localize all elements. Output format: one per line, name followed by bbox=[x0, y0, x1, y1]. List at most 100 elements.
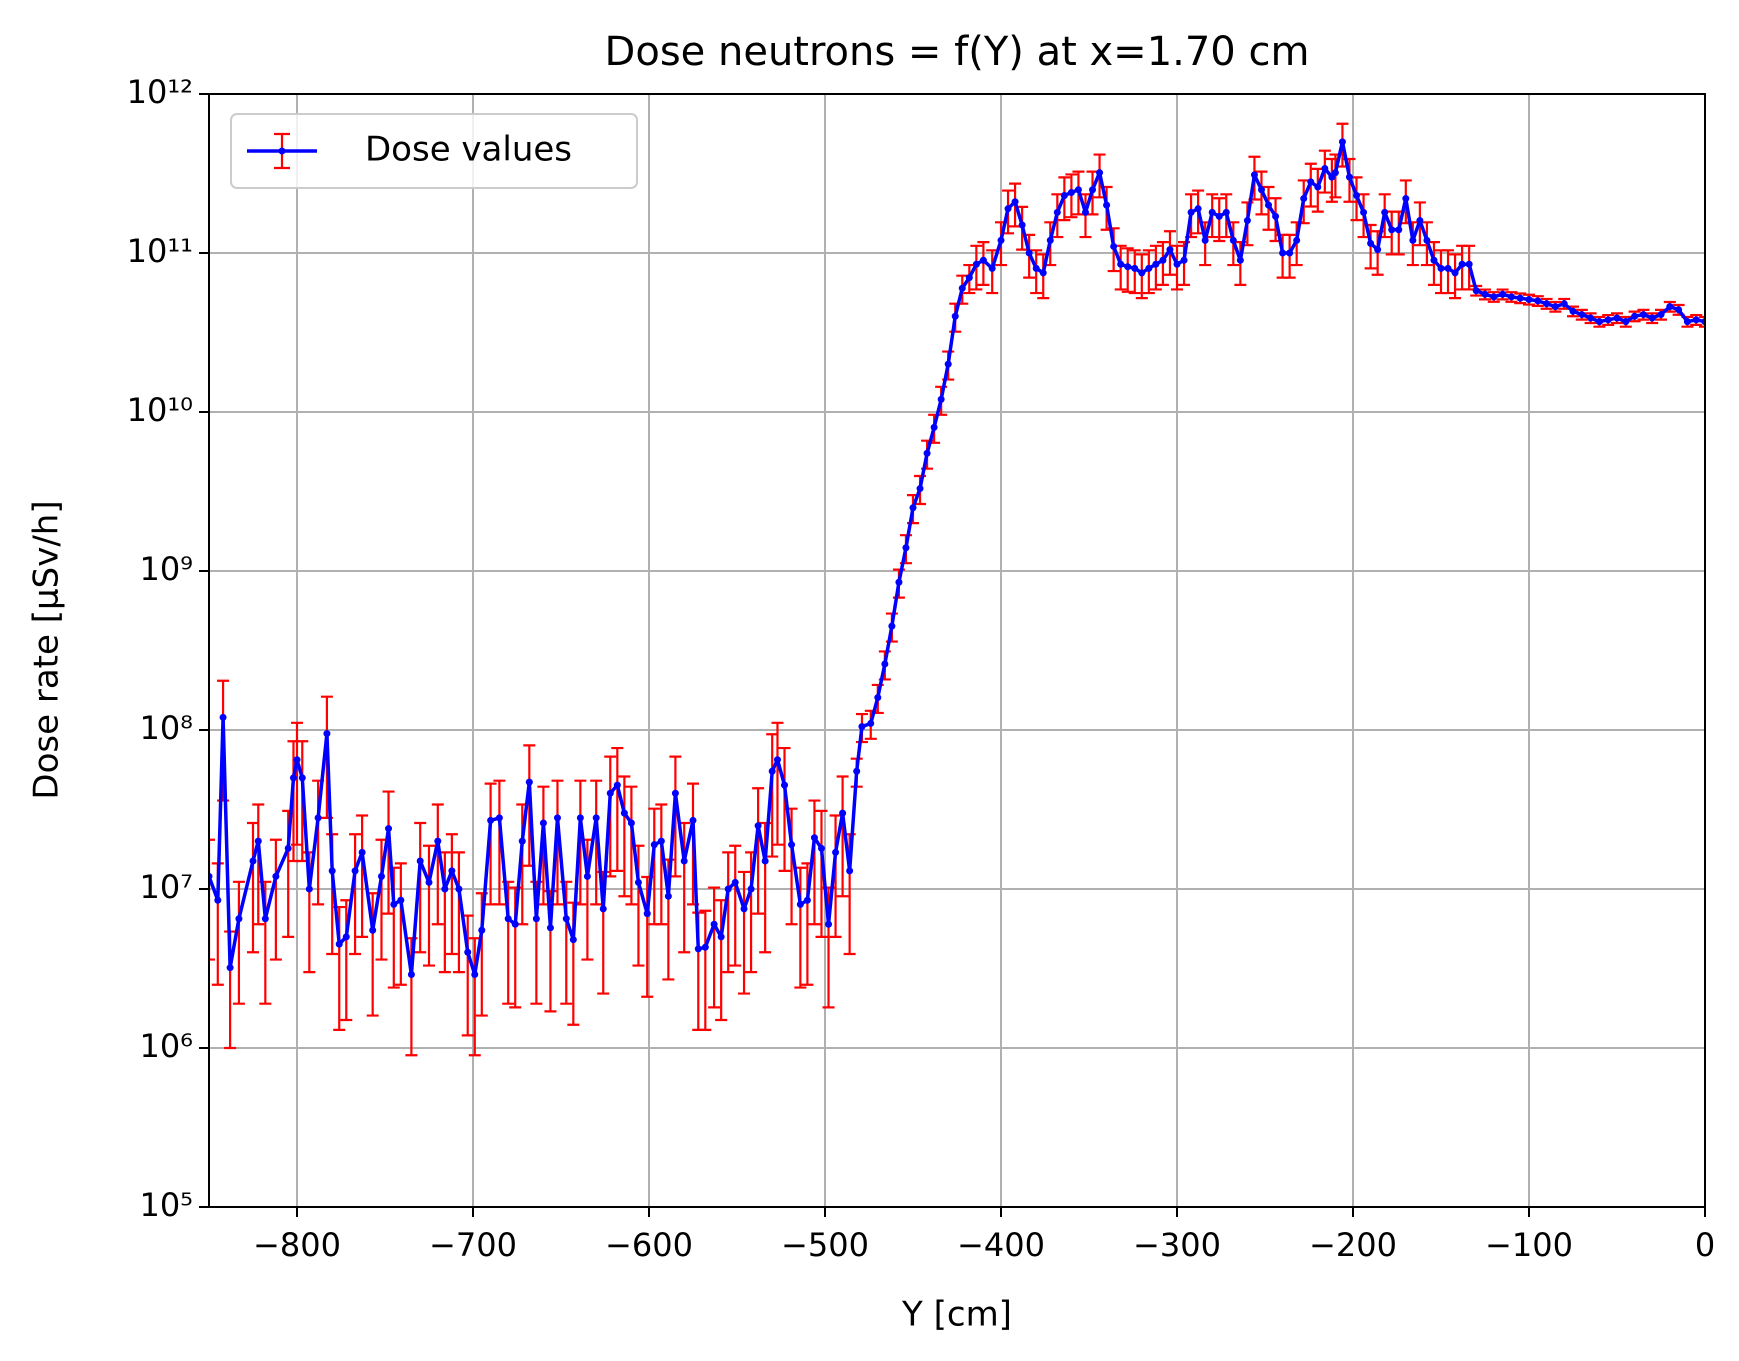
data-point bbox=[627, 819, 635, 827]
data-point bbox=[1166, 246, 1174, 254]
data-point bbox=[1257, 186, 1265, 194]
error-bar bbox=[766, 733, 779, 858]
error-bar bbox=[452, 851, 465, 974]
data-point bbox=[539, 819, 547, 827]
data-point bbox=[1286, 249, 1294, 257]
data-point bbox=[1138, 269, 1146, 277]
error-bar bbox=[632, 844, 645, 967]
data-point bbox=[643, 910, 651, 918]
data-point bbox=[226, 964, 234, 972]
data-point bbox=[1124, 263, 1132, 271]
data-point bbox=[620, 809, 628, 817]
data-point bbox=[546, 924, 554, 932]
error-bar bbox=[1699, 315, 1705, 328]
y-tick-label: 10⁵ bbox=[139, 1186, 193, 1224]
data-point bbox=[1243, 217, 1251, 225]
error-bar bbox=[625, 785, 638, 906]
data-point bbox=[1345, 173, 1353, 181]
data-point bbox=[1499, 290, 1507, 298]
error-bar bbox=[247, 821, 259, 954]
y-axis-label: Dose rate [µSv/h] bbox=[27, 500, 67, 799]
data-point bbox=[1409, 236, 1417, 244]
data-point bbox=[1560, 300, 1568, 308]
data-point bbox=[701, 943, 709, 951]
data-point bbox=[1490, 293, 1498, 301]
data-point bbox=[1338, 138, 1346, 146]
data-point bbox=[1692, 316, 1700, 324]
data-point bbox=[342, 933, 350, 941]
data-point bbox=[1648, 314, 1656, 322]
data-point bbox=[1265, 201, 1273, 209]
data-point bbox=[867, 719, 875, 727]
data-point bbox=[254, 837, 262, 845]
data-point bbox=[272, 872, 280, 880]
data-point bbox=[464, 948, 472, 956]
legend: Dose values bbox=[230, 113, 638, 189]
error-bar bbox=[611, 746, 624, 872]
data-point bbox=[1613, 314, 1621, 322]
x-tick-label: −500 bbox=[781, 1226, 869, 1264]
data-point bbox=[754, 822, 762, 830]
data-point bbox=[902, 544, 910, 552]
x-tick-label: −400 bbox=[957, 1226, 1045, 1264]
data-point bbox=[731, 878, 739, 886]
data-point bbox=[781, 781, 789, 789]
data-point bbox=[1465, 260, 1473, 268]
data-point bbox=[1159, 256, 1167, 264]
data-point bbox=[261, 915, 269, 923]
data-point bbox=[916, 485, 924, 493]
data-point bbox=[1631, 312, 1639, 320]
data-point bbox=[1451, 269, 1459, 277]
error-bar bbox=[423, 844, 435, 967]
data-point bbox=[810, 834, 818, 842]
y-tick-label: 10⁸ bbox=[139, 709, 193, 747]
data-point bbox=[858, 723, 866, 731]
x-tick-label: −300 bbox=[1133, 1226, 1221, 1264]
data-point bbox=[796, 900, 804, 908]
data-point bbox=[305, 885, 313, 893]
error-bar bbox=[655, 803, 668, 926]
data-point bbox=[1307, 178, 1315, 186]
data-point bbox=[1293, 236, 1301, 244]
data-point bbox=[895, 578, 903, 586]
data-point bbox=[1551, 303, 1559, 311]
legend-label: Dose values bbox=[365, 130, 572, 170]
data-point bbox=[888, 622, 896, 630]
data-point bbox=[1402, 195, 1410, 203]
data-point bbox=[455, 885, 463, 893]
data-point bbox=[553, 814, 561, 822]
data-point bbox=[1444, 264, 1452, 272]
data-point bbox=[724, 885, 732, 893]
data-point bbox=[1569, 307, 1577, 315]
data-point bbox=[1187, 208, 1195, 216]
data-point bbox=[817, 844, 825, 852]
error-bar bbox=[778, 746, 791, 872]
data-point bbox=[1675, 306, 1683, 314]
error-bar bbox=[349, 833, 362, 956]
data-point bbox=[583, 872, 591, 880]
error-bar bbox=[209, 838, 215, 961]
data-point bbox=[650, 841, 658, 849]
data-point bbox=[937, 395, 945, 403]
data-point bbox=[214, 896, 222, 904]
data-point bbox=[1388, 226, 1396, 234]
error-bar bbox=[269, 838, 282, 961]
chart-title: Dose neutrons = f(Y) at x=1.70 cm bbox=[605, 29, 1310, 75]
data-point bbox=[634, 878, 642, 886]
data-point bbox=[958, 284, 966, 292]
data-point bbox=[979, 256, 987, 264]
data-point bbox=[1381, 208, 1389, 216]
data-point bbox=[1039, 269, 1047, 277]
data-point bbox=[525, 778, 533, 786]
data-point bbox=[471, 970, 479, 978]
data-point bbox=[951, 312, 959, 320]
data-point bbox=[768, 767, 776, 775]
data-point bbox=[1096, 169, 1104, 177]
data-point bbox=[1032, 264, 1040, 272]
data-point bbox=[1222, 208, 1230, 216]
y-tick-label: 10¹¹ bbox=[127, 232, 193, 270]
data-point bbox=[747, 885, 755, 893]
x-tick-label: −100 bbox=[1485, 1226, 1573, 1264]
data-point bbox=[1194, 205, 1202, 213]
data-point bbox=[1587, 314, 1595, 322]
